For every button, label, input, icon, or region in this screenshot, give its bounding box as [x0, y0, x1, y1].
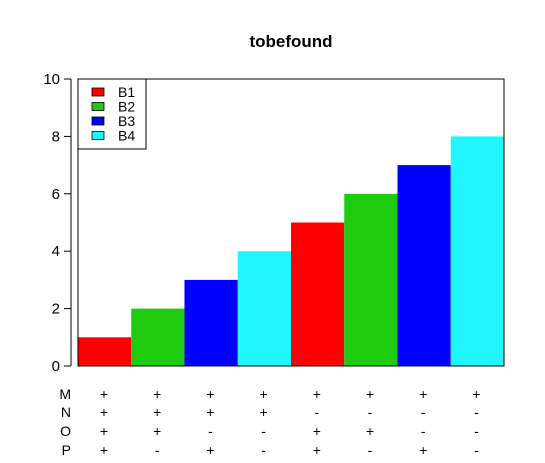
- factor-label-O: O: [60, 423, 71, 439]
- y-tick-label: 8: [52, 128, 60, 145]
- factor-sign: +: [313, 423, 321, 439]
- legend-label-B2: B2: [118, 99, 135, 115]
- factor-sign: +: [366, 386, 374, 402]
- bar-5: [291, 222, 345, 366]
- chart-title: tobefound: [249, 32, 332, 51]
- bar-2: [131, 308, 185, 366]
- factor-table: M + + + + + + + + N + + + + - - - - O + + - - + + - - P + - + - + - + -: [59, 386, 480, 458]
- y-tick-label: 0: [52, 358, 60, 375]
- factor-sign: +: [313, 386, 321, 402]
- y-tick-label: 6: [52, 186, 60, 203]
- bar-6: [344, 193, 398, 366]
- factor-sign: +: [153, 404, 161, 420]
- factor-sign: -: [474, 423, 479, 439]
- bar-8: [450, 136, 504, 366]
- factor-sign: +: [153, 423, 161, 439]
- bar-7: [397, 165, 451, 366]
- legend-swatch-B3: [91, 116, 105, 126]
- factor-sign: +: [206, 386, 214, 402]
- factor-sign: +: [100, 442, 108, 458]
- factor-label-N: N: [61, 404, 71, 420]
- factor-sign: -: [474, 404, 479, 420]
- factor-sign: +: [153, 386, 161, 402]
- legend-swatch-B2: [91, 102, 105, 111]
- factor-sign: +: [260, 386, 268, 402]
- factor-sign: +: [100, 423, 108, 439]
- factor-sign: +: [206, 404, 214, 420]
- bar-3: [184, 279, 238, 366]
- factor-sign: +: [419, 386, 427, 402]
- legend-swatch-B4: [91, 131, 105, 140]
- factor-sign: +: [472, 386, 480, 402]
- factor-sign: -: [155, 442, 160, 458]
- factor-label-P: P: [62, 442, 71, 458]
- factor-sign: -: [368, 404, 373, 420]
- factor-sign: -: [314, 404, 319, 420]
- bar-4: [237, 251, 291, 366]
- legend-swatch-B1: [91, 87, 105, 97]
- factor-sign: -: [368, 442, 373, 458]
- factor-sign: +: [100, 404, 108, 420]
- legend-label-B3: B3: [118, 113, 135, 129]
- legend-label-B4: B4: [118, 128, 135, 144]
- bar-1: [78, 337, 132, 366]
- legend-box: [77, 78, 147, 150]
- factor-sign: -: [261, 442, 266, 458]
- factor-sign: +: [206, 442, 214, 458]
- factor-sign: +: [366, 423, 374, 439]
- factor-sign: +: [313, 442, 321, 458]
- factor-sign: +: [260, 404, 268, 420]
- factor-sign: +: [100, 386, 108, 402]
- bars-group: [78, 136, 504, 366]
- factor-sign: -: [421, 423, 426, 439]
- y-tick-label: 2: [52, 301, 60, 318]
- factor-sign: +: [419, 442, 427, 458]
- y-axis: 0 2 4 6 8 10: [43, 71, 72, 375]
- factor-sign: -: [474, 442, 479, 458]
- plot-area-border: [77, 78, 505, 367]
- factor-sign: -: [421, 404, 426, 420]
- factor-label-M: M: [59, 386, 71, 402]
- factor-sign: -: [261, 423, 266, 439]
- y-tick-label: 4: [52, 243, 60, 260]
- y-tick-label: 10: [43, 71, 60, 88]
- legend-label-B1: B1: [118, 84, 135, 100]
- factor-sign: -: [208, 423, 213, 439]
